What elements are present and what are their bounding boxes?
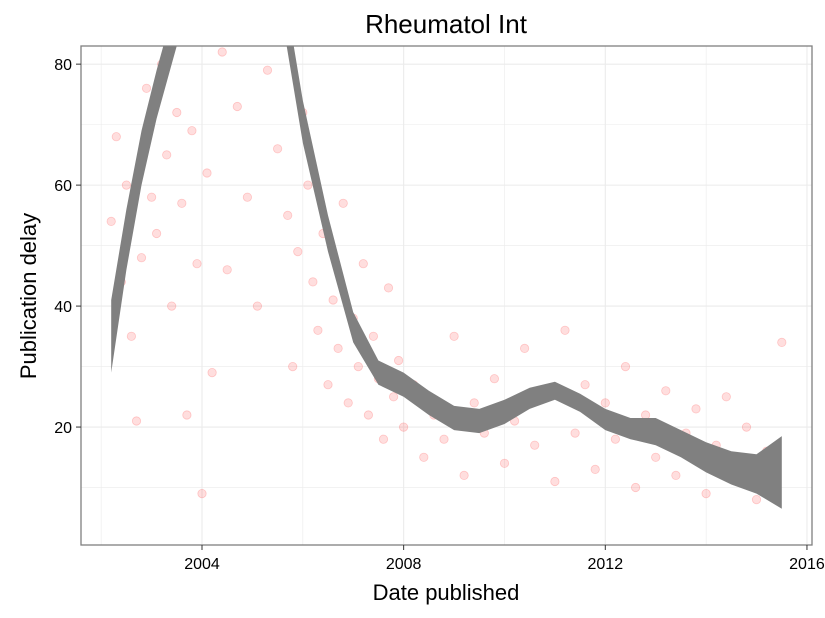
y-tick-label: 20 (54, 420, 72, 437)
scatter-point (167, 301, 177, 311)
scatter-point (741, 422, 752, 432)
scatter-point (777, 337, 787, 347)
scatter-point (388, 392, 399, 402)
scatter-point (192, 259, 202, 269)
scatter-point (252, 301, 262, 311)
scatter-point (398, 422, 409, 432)
scatter-point (272, 144, 283, 154)
scatter-point (469, 398, 479, 408)
x-tick-label: 2016 (789, 556, 825, 573)
scatter-point (202, 168, 212, 178)
scatter-point (147, 192, 157, 202)
scatter-point (338, 198, 348, 208)
scatter-point (393, 355, 404, 366)
x-axis-title: Date published (373, 580, 520, 605)
scatter-point (131, 416, 142, 426)
scatter-point (580, 380, 590, 390)
scatter-point (519, 343, 530, 353)
scatter-point (560, 325, 570, 335)
scatter-point (106, 216, 116, 226)
scatter-point (590, 464, 600, 474)
scatter-point (363, 410, 373, 420)
scatter-point (217, 47, 227, 57)
scatter-point (550, 476, 560, 487)
panel-border (80, 45, 813, 546)
scatter-point (343, 398, 353, 408)
scatter-point (439, 434, 449, 444)
scatter-point (303, 180, 313, 190)
scatter-point (262, 65, 273, 75)
scatter-point (172, 107, 182, 118)
scatter-point (242, 192, 252, 202)
scatter-point (489, 374, 499, 384)
x-tick-label: 2012 (588, 556, 624, 573)
scatter-point (141, 83, 152, 93)
y-tick-label: 80 (54, 57, 72, 74)
scatter-point (449, 331, 459, 341)
axis-layer: 2004 2008 2012 2016 20 40 60 80 (54, 57, 825, 573)
scatter-point (570, 428, 580, 438)
scatter-point (126, 331, 136, 341)
band-layer (111, 46, 782, 509)
scatter-point (721, 392, 731, 402)
scatter-point (383, 283, 394, 293)
scatter-point (288, 361, 298, 372)
scatter-point (111, 132, 121, 142)
scatter-point (530, 440, 540, 450)
scatter-point (328, 295, 338, 305)
scatter-point (368, 331, 378, 341)
smooth-confidence-band (111, 46, 782, 509)
scatter-point (207, 367, 217, 378)
scatter-point (177, 198, 187, 208)
scatter-point (121, 180, 132, 190)
scatter-point (323, 380, 333, 390)
scatter-point (187, 126, 197, 136)
grid-layer (81, 46, 812, 545)
y-tick-label: 60 (54, 178, 72, 195)
scatter-point (610, 434, 621, 444)
scatter-point (222, 265, 232, 275)
scatter-point (162, 150, 172, 160)
chart-title: Rheumatol Int (365, 9, 528, 39)
scatter-point (283, 210, 293, 220)
scatter-point (630, 482, 641, 493)
scatter-point (661, 386, 671, 396)
scatter-point (308, 277, 318, 287)
scatter-point (640, 410, 651, 420)
scatter-point (358, 259, 368, 269)
scatter-point (419, 452, 429, 462)
scatter-point (691, 404, 701, 414)
scatter-point (751, 494, 762, 505)
scatter-point (333, 343, 343, 353)
scatter-point (651, 452, 661, 462)
scatter-point (459, 470, 469, 480)
x-tick-label: 2004 (184, 556, 220, 573)
scatter-point (313, 325, 323, 335)
scatter-point (671, 470, 681, 480)
scatter-point (197, 488, 207, 499)
scatter-point (293, 247, 303, 257)
scatter-point (136, 253, 147, 263)
scatter-point (701, 488, 711, 499)
scatter-point (353, 361, 363, 372)
y-tick-label: 40 (54, 299, 72, 316)
scatter-point (600, 398, 610, 408)
scatter-point (232, 101, 242, 112)
y-axis-title: Publication delay (16, 213, 41, 379)
scatter-point (182, 410, 192, 420)
x-tick-label: 2008 (386, 556, 422, 573)
scatter-point (378, 434, 389, 444)
scatter-point (620, 361, 631, 372)
scatter-point (152, 228, 162, 239)
scatter-point (499, 458, 510, 468)
